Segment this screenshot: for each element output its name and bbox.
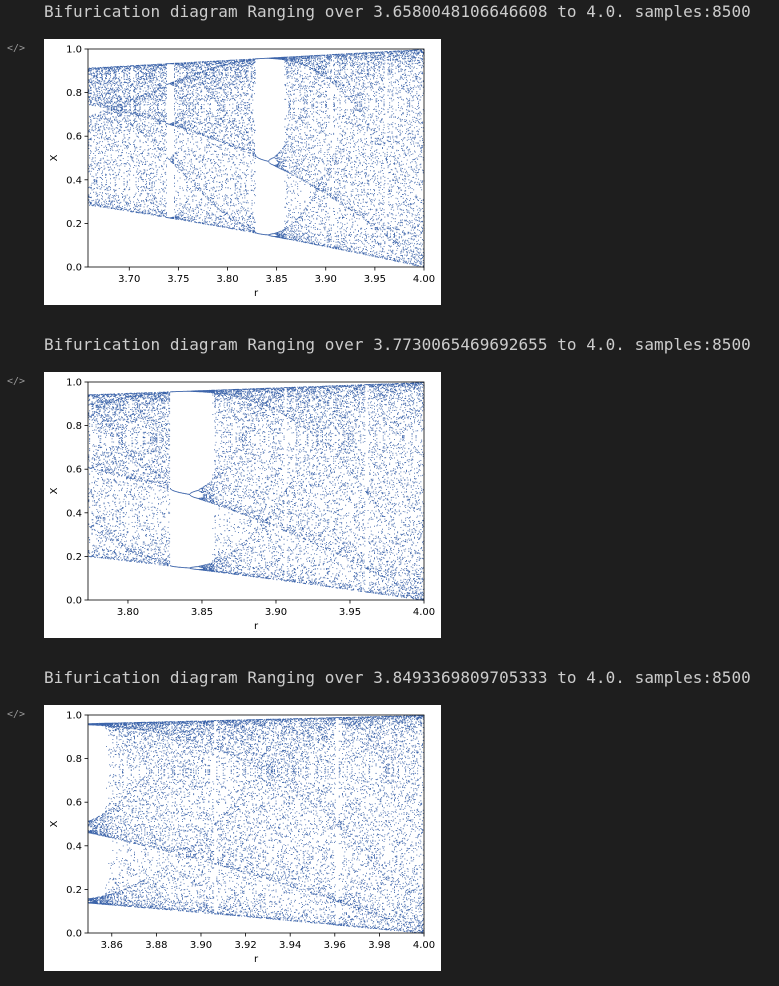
- y-tick-label: 0.2: [66, 219, 82, 230]
- y-tick-label: 0.8: [66, 421, 82, 432]
- output-cell-1: Bifurication diagram Ranging over 3.6580…: [0, 0, 779, 333]
- x-tick-label: 3.80: [216, 274, 238, 285]
- code-icon[interactable]: </>: [7, 376, 26, 387]
- bifurcation-chart: 3.70 3.75 3.80 3.85 3.90 3.95 4.00 0.0 0.2 0.4 0.6…: [49, 45, 435, 300]
- output-cell-2: Bifurication diagram Ranging over 3.7730…: [0, 333, 779, 666]
- y-tick-label: 0.4: [66, 508, 82, 519]
- x-tick-label: 3.88: [145, 940, 167, 951]
- y-tick-label: 0.6: [66, 132, 82, 143]
- y-tick-label: 0.0: [66, 929, 82, 940]
- x-tick-label: 3.75: [167, 274, 189, 285]
- y-tick-label: 1.0: [66, 711, 82, 722]
- x-axis-label: r: [254, 621, 259, 632]
- x-tick-label: 4.00: [413, 607, 435, 618]
- chart-frame: 3.70 3.75 3.80 3.85 3.90 3.95 4.00 0.0 0.2 0.4 0.6…: [44, 39, 441, 305]
- bifurcation-chart: 3.86 3.88 3.90 3.92 3.94 3.96 3.98 4.00 0.0 0.2 0.…: [49, 711, 435, 966]
- bifurcation-chart: 3.80 3.85 3.90 3.95 4.00 0.0 0.2 0.4 0.6 0.8 1.0 r X: [49, 378, 435, 633]
- code-icon[interactable]: </>: [7, 43, 26, 54]
- y-tick-label: 0.8: [66, 754, 82, 765]
- x-axis-label: r: [254, 288, 259, 299]
- x-tick-label: 3.98: [368, 940, 390, 951]
- cell-title: Bifurication diagram Ranging over 3.7730…: [44, 335, 751, 354]
- y-tick-label: 0.4: [66, 841, 82, 852]
- cell-title: Bifurication diagram Ranging over 3.6580…: [44, 2, 751, 21]
- chart-frame: 3.80 3.85 3.90 3.95 4.00 0.0 0.2 0.4 0.6 0.8 1.0 r X: [44, 372, 441, 638]
- scatter-series: [88, 382, 425, 601]
- x-tick-label: 3.94: [279, 940, 301, 951]
- scatter-points: [88, 49, 425, 268]
- x-tick-label: 3.95: [364, 274, 386, 285]
- chart-frame: 3.86 3.88 3.90 3.92 3.94 3.96 3.98 4.00 0.0 0.2 0.…: [44, 705, 441, 971]
- y-axis-label: X: [49, 487, 60, 494]
- x-tick-label: 3.96: [324, 940, 346, 951]
- x-tick-label: 3.86: [101, 940, 123, 951]
- axes-frame: [87, 714, 425, 934]
- x-tick-label: 3.70: [118, 274, 140, 285]
- x-tick-label: 3.90: [265, 607, 287, 618]
- y-tick-label: 1.0: [66, 45, 82, 56]
- axes-frame: [87, 48, 425, 268]
- x-tick-label: 3.92: [234, 940, 256, 951]
- y-tick-label: 0.0: [66, 263, 82, 274]
- y-axis-label: X: [49, 820, 60, 827]
- code-icon[interactable]: </>: [7, 709, 26, 720]
- x-tick-label: 3.90: [190, 940, 212, 951]
- y-tick-label: 0.8: [66, 88, 82, 99]
- y-tick-label: 0.6: [66, 798, 82, 809]
- output-cell-3: Bifurication diagram Ranging over 3.8493…: [0, 666, 779, 986]
- x-tick-label: 4.00: [413, 940, 435, 951]
- axes-frame: [87, 381, 425, 601]
- y-tick-label: 0.2: [66, 885, 82, 896]
- y-tick-label: 0.0: [66, 596, 82, 607]
- scatter-points: [88, 715, 425, 934]
- y-tick-label: 1.0: [66, 378, 82, 389]
- y-axis-label: X: [49, 154, 60, 161]
- x-tick-label: 3.85: [191, 607, 213, 618]
- scatter-series: [88, 49, 425, 268]
- scatter-series: [88, 715, 425, 934]
- x-tick-label: 3.95: [339, 607, 361, 618]
- y-tick-label: 0.6: [66, 465, 82, 476]
- scatter-points: [88, 382, 425, 601]
- x-tick-label: 3.85: [265, 274, 287, 285]
- y-tick-label: 0.2: [66, 552, 82, 563]
- x-tick-label: 4.00: [413, 274, 435, 285]
- x-tick-label: 3.80: [117, 607, 139, 618]
- y-tick-label: 0.4: [66, 175, 82, 186]
- cell-title: Bifurication diagram Ranging over 3.8493…: [44, 668, 751, 687]
- x-axis-label: r: [254, 954, 259, 965]
- x-tick-label: 3.90: [315, 274, 337, 285]
